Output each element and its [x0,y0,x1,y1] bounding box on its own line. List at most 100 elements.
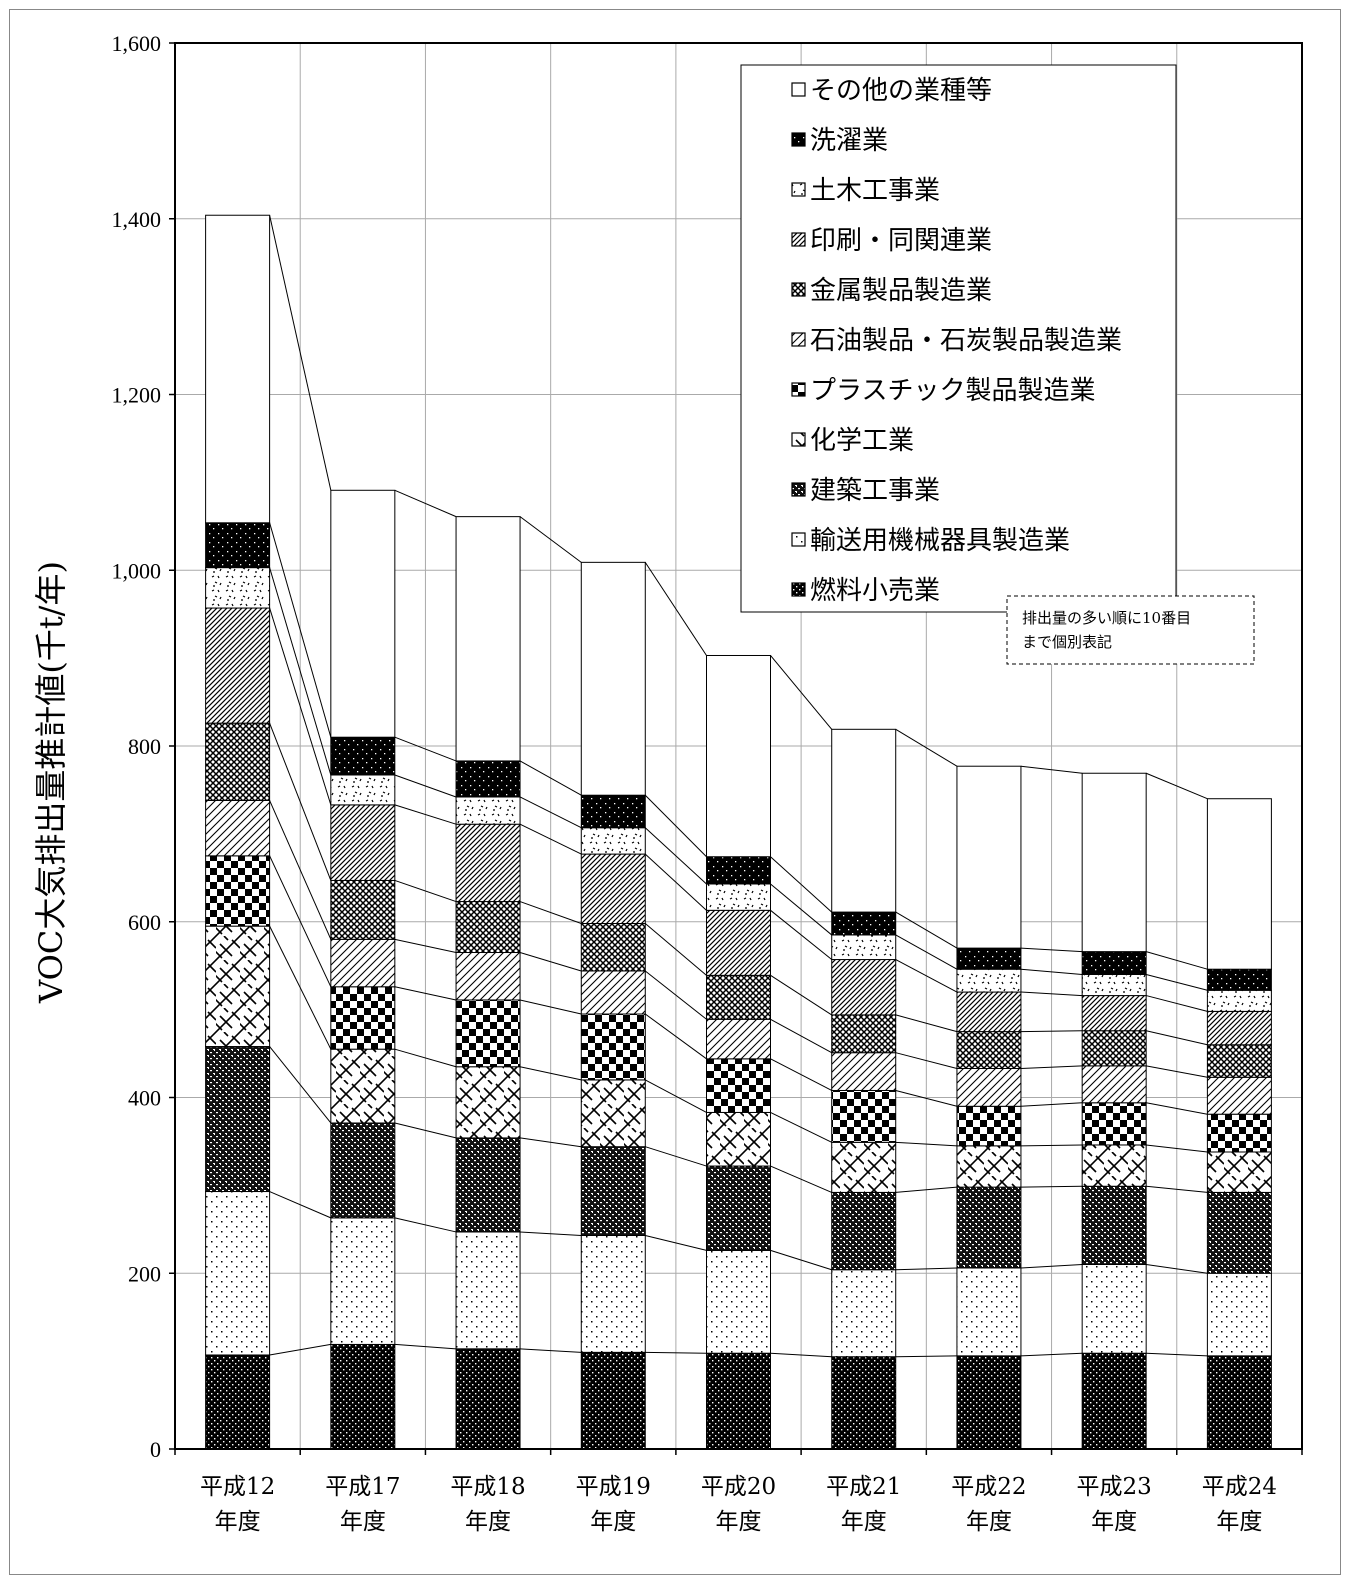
bar-stack [1206,798,1272,1450]
bar-segment [706,1111,771,1167]
x-tick-label: 年度 [340,1509,386,1535]
series-connector-line [520,1231,582,1236]
bar-stack [330,489,396,1450]
bar-segment [1081,1352,1147,1450]
legend-item: 土木工事業 [791,176,940,206]
bar-segment [831,1269,897,1358]
bar-segment [706,883,771,911]
bar-segment [330,938,396,988]
bar-segment [956,1105,1022,1147]
x-tick-label: 年度 [841,1509,887,1535]
bar-segment [956,991,1022,1033]
series-connector-line [895,934,958,970]
bar-segment [831,1014,897,1054]
bar-segment [580,923,646,972]
series-connector-line [394,1217,457,1233]
bar-segment [706,974,771,1020]
bar-segment [831,934,897,961]
series-connector-line [394,986,457,1001]
bar-segment [205,214,271,524]
series-connector-line [895,728,958,767]
series-connector-line [394,736,457,762]
bar-segment [205,607,271,724]
series-connector-line [519,796,582,829]
connector-lines [269,215,1208,1358]
bar-stack [831,728,897,1450]
y-tick-label: 800 [128,734,161,759]
x-tick-label: 年度 [1216,1509,1262,1535]
legend-label: 輸送用機械器具製造業 [810,526,1070,556]
bar-segment [706,1352,771,1450]
legend-swatch [791,282,806,297]
legend-item: 印刷・同関連業 [791,226,992,256]
legend-item: 石油製品・石炭製品製造業 [791,326,1122,356]
bar-segment [1081,973,1147,997]
series-connector-line [394,938,457,953]
y-tick-labels: 0 200 400 600 800 1,000 1,200 1,400 1,600 [112,31,162,1462]
bar-segment [330,489,396,738]
bar-segment [1081,1263,1147,1354]
series-connector-line [1146,1185,1208,1193]
bar-segment [831,1052,897,1091]
legend-swatch [791,332,806,347]
legend-box [740,64,1177,613]
series-connector-line [645,1146,707,1167]
bar-segment [205,799,271,857]
bar-segment [1081,951,1147,975]
legend-item: 輸送用機械器具製造業 [791,526,1070,556]
series-connector-line [269,522,332,738]
legend-swatch [791,82,806,97]
chart-frame [9,9,1341,1575]
series-connector-line [1146,1144,1208,1153]
series-connector-line [519,952,582,972]
x-tick-label: 平成18 [450,1474,525,1500]
legend-swatch [791,582,806,597]
x-tick-label: 平成21 [826,1474,901,1500]
series-connector-line [770,883,833,936]
x-tick-label: 年度 [1091,1509,1137,1535]
series-connector-line [1146,973,1208,991]
y-tick-label: 200 [128,1261,161,1286]
series-connector-line [1020,968,1083,975]
x-tick-labels: 平成12 年度 平成17 年度 平成18 年度 平成19 年度 平成20 年度 平成21 年度 平成22… [200,1474,1277,1535]
series-connector-line [269,722,332,881]
bar-segment [1081,1030,1147,1067]
bar-stack [706,654,771,1450]
bar-segment [205,567,271,609]
series-connector-line [1020,1185,1083,1188]
bar-segment [580,1351,646,1450]
bar-segment [1206,1151,1272,1193]
bar-segment [831,911,897,936]
legend-item: その他の業種等 [791,76,992,106]
series-connector-line [394,489,457,518]
legend-item: プラスチック製品製造業 [791,376,1095,406]
legend-label: 洗濯業 [810,126,888,156]
note-text: 排出量の多い順に10番目 [1022,609,1191,627]
series-connector-line [269,607,332,806]
x-tick-label: 平成12 [200,1474,275,1500]
bar-segment [1206,989,1272,1012]
x-tick-label: 平成22 [951,1474,1026,1500]
series-connector-line [895,1052,958,1069]
series-connector-line [770,909,833,960]
series-connector-line [645,1234,707,1251]
bar-segment [330,1343,396,1450]
series-connector-line [269,1046,332,1124]
bar-segment [330,774,396,806]
series-connector-line [269,567,332,776]
bar-segment [956,1355,1022,1450]
bar-segment [205,1046,271,1193]
bar-segment [1206,1044,1272,1078]
series-connector-line [394,1343,457,1350]
bar-segment [831,959,897,1016]
bar-segment [831,728,897,913]
bar-segment [1081,1185,1147,1265]
bar-segment [455,823,521,903]
x-tick-label: 平成19 [576,1474,651,1500]
series-connector-line [269,1343,331,1356]
series-connector-line [770,1352,832,1358]
bar-segment [1081,772,1147,953]
legend-label: 燃料小売業 [810,576,940,606]
series-connector-line [895,1089,958,1107]
